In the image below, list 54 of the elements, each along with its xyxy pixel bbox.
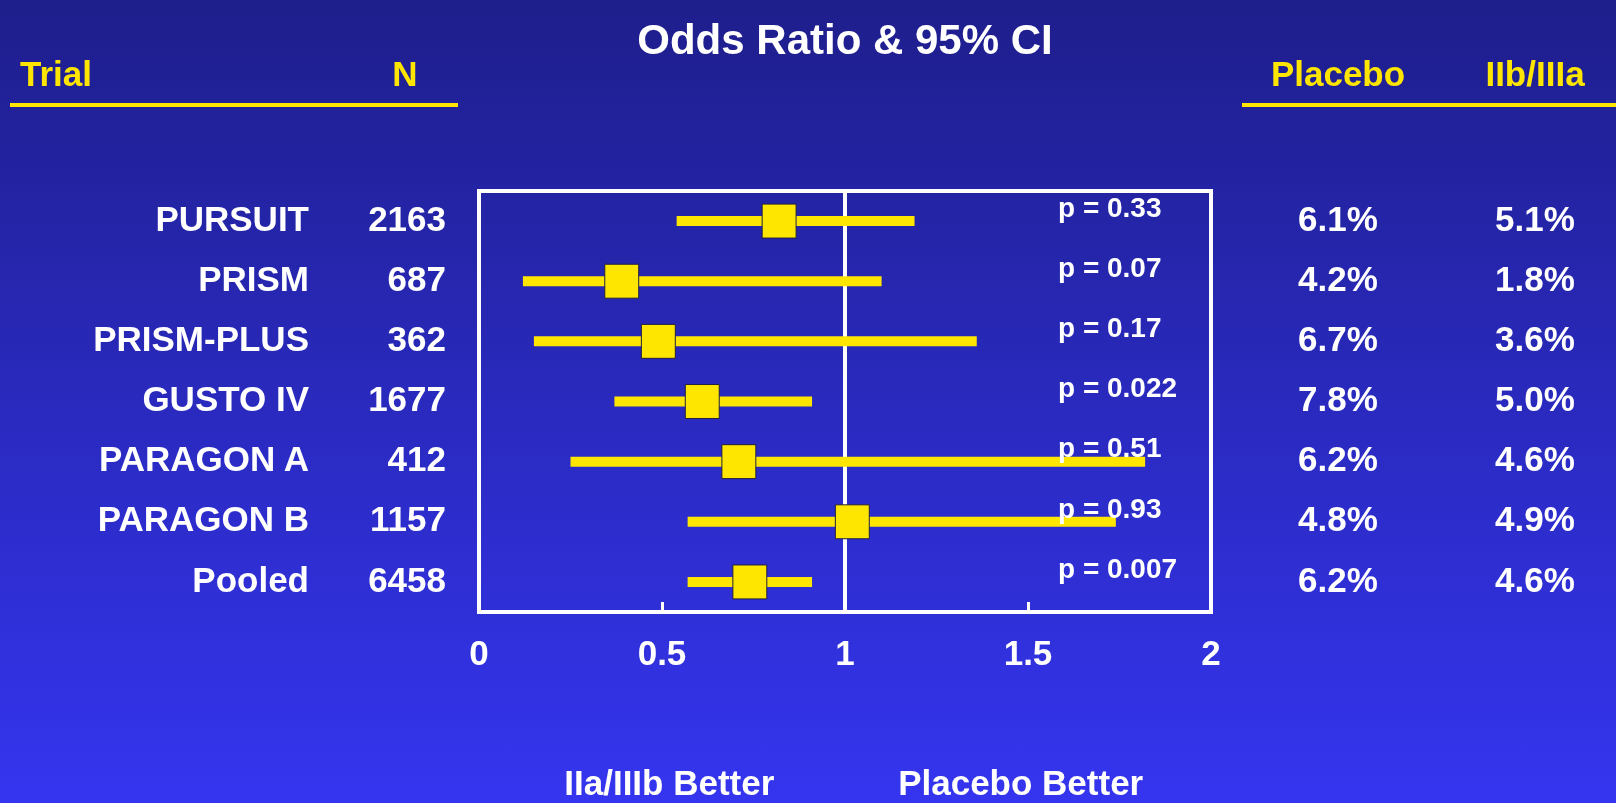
point [834,504,870,540]
point [684,384,720,419]
point [640,323,676,359]
annotation: p = 0.17 [1058,312,1162,344]
text: 6.7% [1298,319,1378,359]
annotation: p = 0.07 [1058,251,1162,283]
text: 412 [387,439,446,479]
text: 6.2% [1298,439,1378,479]
annotation: p = 0.007 [1058,552,1178,584]
chart-title: Odds Ratio & 95% CI [637,15,1053,63]
x-tick-label: 1 [835,632,855,672]
text: 5.1% [1495,198,1575,238]
text: Trial [20,53,92,93]
x-tick-label: 0.5 [637,632,687,672]
point [732,564,768,600]
y-tick-label: Pooled [192,559,309,599]
annotation: p = 0.51 [1058,432,1162,464]
annotation: p = 0.33 [1058,191,1162,223]
annotation: p = 0.022 [1058,372,1178,404]
y-tick-label: PARAGON B [97,499,309,539]
annotation: p = 0.93 [1058,492,1162,524]
y-tick-label: PRISM [198,258,309,298]
text: 1157 [370,499,446,539]
x-tick-label: 2 [1201,632,1221,672]
text: 4.6% [1495,439,1575,479]
x-tick-label: 1.5 [1003,632,1053,672]
text: 7.8% [1298,379,1378,419]
text: N [392,53,418,93]
text: 4.8% [1298,499,1378,539]
text: 362 [387,319,446,359]
text: 4.6% [1495,559,1575,599]
text: IIa/IIIb Better [564,762,775,802]
text: 4.9% [1495,499,1575,539]
text: 5.0% [1495,379,1575,419]
text: 687 [387,258,446,298]
text: 6458 [368,559,446,599]
point [721,444,757,480]
y-tick-label: PRISM-PLUS [93,319,309,359]
text: IIb/IIIa [1485,53,1586,93]
y-tick-label: PURSUIT [155,198,309,238]
text: 6.1% [1298,198,1378,238]
text: Placebo Better [898,762,1144,802]
point [761,203,797,239]
text: 1.8% [1495,258,1575,298]
text: 4.2% [1298,258,1378,298]
point [604,263,640,299]
y-tick-label: PARAGON A [99,439,309,479]
text: 1677 [368,379,446,419]
text: 3.6% [1495,319,1575,359]
text: 2163 [368,198,446,238]
y-tick-label: GUSTO IV [142,379,310,419]
x-tick-label: 0 [469,632,489,672]
text: Placebo [1270,53,1406,93]
text: 6.2% [1298,559,1378,599]
